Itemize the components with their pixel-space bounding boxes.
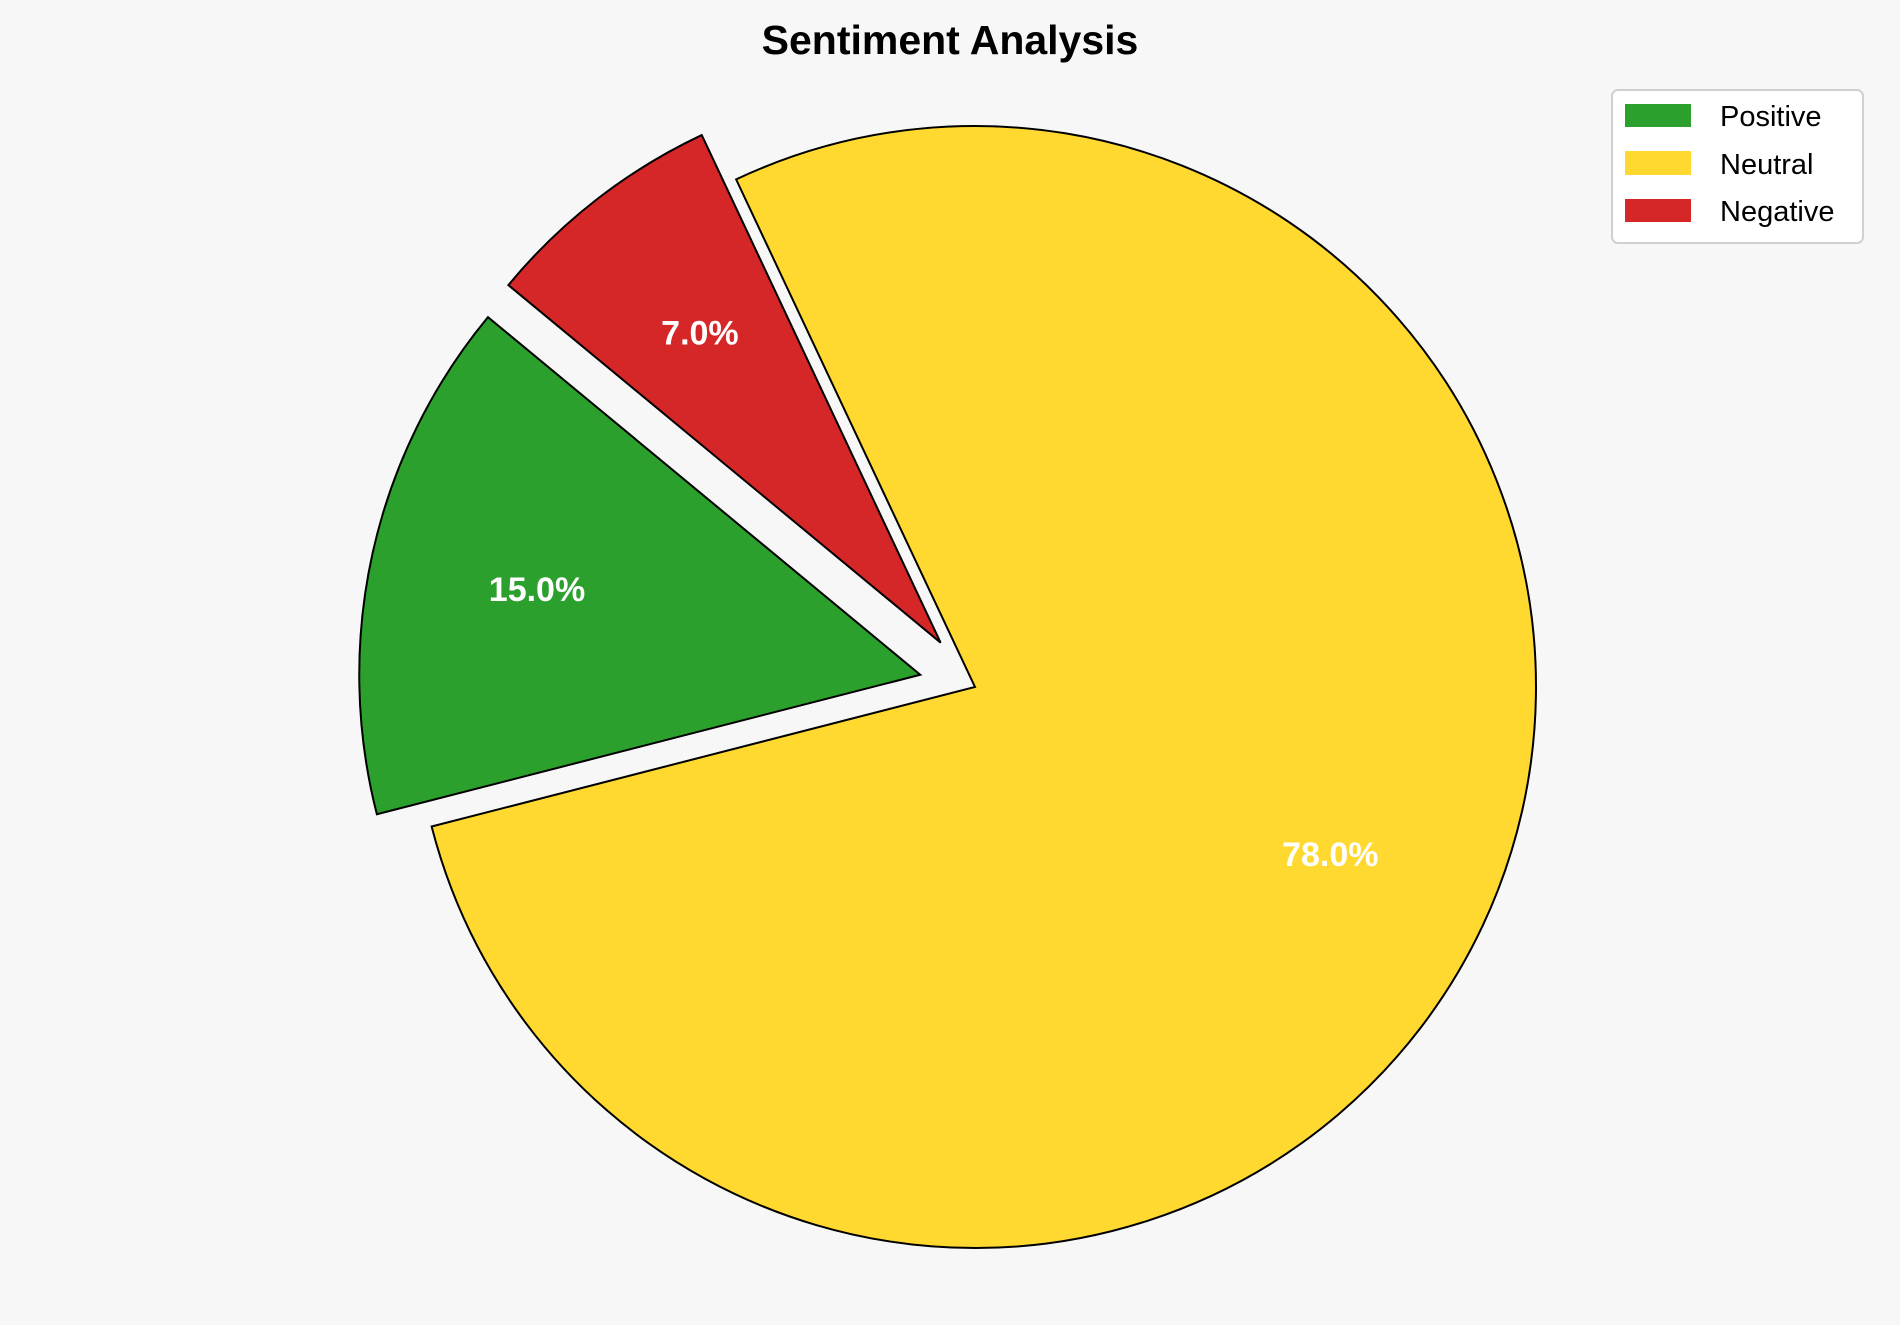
legend-swatch-positive bbox=[1625, 104, 1691, 127]
chart-title: Sentiment Analysis bbox=[762, 17, 1139, 63]
pct-label-positive: 15.0% bbox=[489, 571, 585, 609]
pie-slice-negative bbox=[506, 133, 942, 644]
legend-label-positive: Positive bbox=[1720, 101, 1822, 133]
legend-label-neutral: Neutral bbox=[1720, 149, 1814, 181]
pie-slice-positive bbox=[358, 315, 923, 816]
legend-swatch-neutral bbox=[1625, 151, 1691, 175]
legend: Positive Neutral Negative bbox=[1611, 89, 1864, 244]
pct-label-neutral: 78.0% bbox=[1282, 836, 1378, 874]
legend-label-negative: Negative bbox=[1720, 196, 1834, 228]
legend-swatch-negative bbox=[1625, 199, 1691, 222]
pct-label-negative: 7.0% bbox=[661, 314, 739, 352]
pie-slice-neutral bbox=[430, 125, 1537, 1249]
